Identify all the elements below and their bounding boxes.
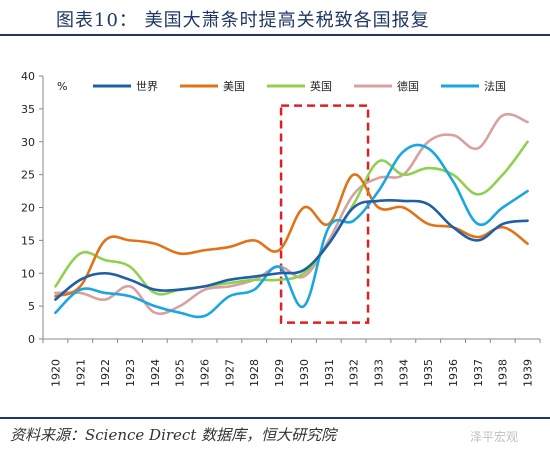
x-tick-label: 1928 — [248, 359, 261, 387]
series-line-4 — [54, 113, 529, 316]
legend-label: 法国 — [484, 79, 506, 93]
x-tick-label: 1938 — [497, 359, 510, 387]
x-tick-label: 1937 — [472, 359, 485, 387]
highlight-layer — [279, 104, 370, 324]
legend-label: 英国 — [310, 79, 332, 93]
x-tick-label: 1936 — [447, 359, 460, 387]
watermark: 泽平宏观 — [470, 430, 519, 444]
y-tick-label: 10 — [21, 267, 35, 280]
x-tick-label: 1926 — [199, 359, 212, 387]
source-rule — [0, 417, 550, 419]
legend-label: 德国 — [397, 79, 419, 93]
x-tick-label: 1930 — [298, 359, 311, 387]
x-tick-label: 1923 — [124, 359, 137, 387]
y-tick-label: 35 — [21, 103, 35, 116]
x-tick-label: 1927 — [223, 359, 236, 387]
series-line-5 — [54, 143, 529, 319]
source-note: 资料来源：Science Direct 数据库，恒大研究院 — [10, 426, 337, 444]
x-tick-label: 1933 — [372, 359, 385, 387]
axes: 0 5 10 15 20 25 30 35 40% 1920 1921 1922 1923 1924 192… — [21, 70, 541, 387]
y-tick-label: 15 — [21, 234, 35, 247]
series-line-3 — [54, 140, 529, 296]
series-lines — [54, 113, 529, 319]
series-line-1 — [54, 198, 529, 301]
x-tick-label: 1922 — [99, 359, 112, 387]
x-tick-label: 1921 — [74, 359, 87, 387]
y-tick-label: 20 — [21, 202, 35, 215]
legend-label: 世界 — [136, 80, 158, 93]
legend-label: 美国 — [223, 80, 245, 93]
title-rule — [0, 34, 550, 36]
highlight-box — [279, 104, 370, 324]
x-tick-label: 1925 — [174, 359, 187, 387]
x-tick-label: 1939 — [522, 359, 535, 387]
x-tick-label: 1932 — [348, 359, 361, 387]
y-tick-label: 0 — [28, 333, 35, 346]
chart-title: 图表10： 美国大萧条时提高关税致各国报复 — [56, 10, 430, 31]
y-tick-label: 30 — [21, 136, 35, 149]
y-tick-label: 25 — [21, 169, 35, 182]
y-tick-label: 5 — [28, 300, 35, 313]
y-unit-label: % — [57, 80, 67, 93]
x-tick-label: 1920 — [49, 359, 62, 387]
legend: 世界 美国 英国 德国 法国 — [93, 79, 506, 93]
x-tick-label: 1935 — [422, 359, 435, 387]
x-tick-label: 1934 — [397, 359, 410, 387]
y-tick-label: 40 — [21, 70, 35, 83]
x-tick-label: 1929 — [273, 359, 286, 387]
x-tick-label: 1924 — [149, 359, 162, 387]
x-tick-label: 1931 — [323, 359, 336, 387]
